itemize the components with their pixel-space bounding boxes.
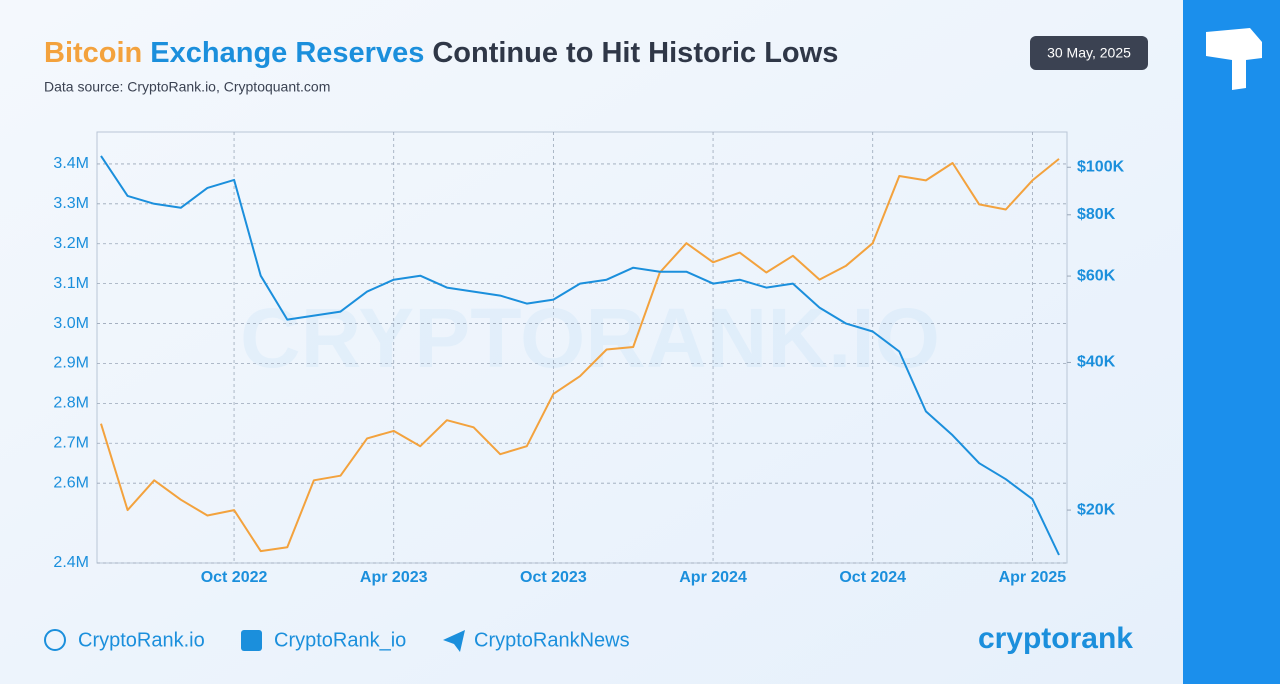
x-tick-label: Oct 2024 xyxy=(839,569,906,586)
plot: 2.4M 2.6M 2.7M 2.8M 2.9M 3.0M 3.1M 3.2M 3.3M 3.4M… xyxy=(53,132,1125,586)
y-tick-label: 2.4M xyxy=(53,554,89,571)
y-tick-label: 3.0M xyxy=(53,315,89,332)
date: 30 May, 2025 xyxy=(1047,45,1131,61)
background xyxy=(0,0,1183,684)
subtitle: Data source: CryptoRank.io, Cryptoquant.… xyxy=(44,79,330,95)
x-tick-label: Oct 2022 xyxy=(201,569,268,586)
telegram-icon xyxy=(443,630,465,652)
y-tick-label: 2.8M xyxy=(53,395,89,412)
title-series: Bitcoin xyxy=(44,37,142,69)
y-tick-label: 3.1M xyxy=(53,275,89,292)
footer-link[interactable]: CryptoRankNews xyxy=(474,629,630,651)
title-text: Continue to Hit Historic Lows xyxy=(432,37,838,69)
series-line xyxy=(100,155,1060,556)
globe-icon xyxy=(44,629,66,651)
title-series: Exchange Reserves xyxy=(150,37,424,69)
side-band xyxy=(1183,0,1280,684)
watermark: CRYPTORANK.IO xyxy=(240,291,940,385)
y2-tick-label: $100K xyxy=(1077,158,1125,175)
y-tick-label: 2.6M xyxy=(53,474,89,491)
y-tick-label: 2.7M xyxy=(53,434,89,451)
brand-icon xyxy=(1206,28,1262,90)
y-tick-label: 3.2M xyxy=(53,235,89,252)
x-tick-label: Apr 2025 xyxy=(999,569,1067,586)
logo: cryptorank xyxy=(978,622,1133,655)
x-tick-label: Apr 2024 xyxy=(679,569,747,586)
y2-tick-label: $20K xyxy=(1077,501,1116,518)
y-tick-label: 3.4M xyxy=(53,155,89,172)
y2-tick-label: $60K xyxy=(1077,267,1116,284)
y-tick-label: 2.9M xyxy=(53,355,89,372)
footer-link[interactable]: CryptoRank_io xyxy=(274,629,406,651)
y2-tick-label: $80K xyxy=(1077,206,1116,223)
x-icon xyxy=(241,630,262,651)
chart-title: Bitcoin Exchange Reserves Continue to Hit … xyxy=(44,37,838,69)
footer-link[interactable]: CryptoRank.io xyxy=(78,629,205,651)
date-badge xyxy=(1030,36,1148,70)
x-tick-label: Apr 2023 xyxy=(360,569,428,586)
plot-frame xyxy=(96,131,1068,564)
series-line xyxy=(100,158,1060,553)
y-tick-label: 3.3M xyxy=(53,195,89,212)
y2-tick-label: $40K xyxy=(1077,354,1116,371)
x-tick-label: Oct 2023 xyxy=(520,569,587,586)
